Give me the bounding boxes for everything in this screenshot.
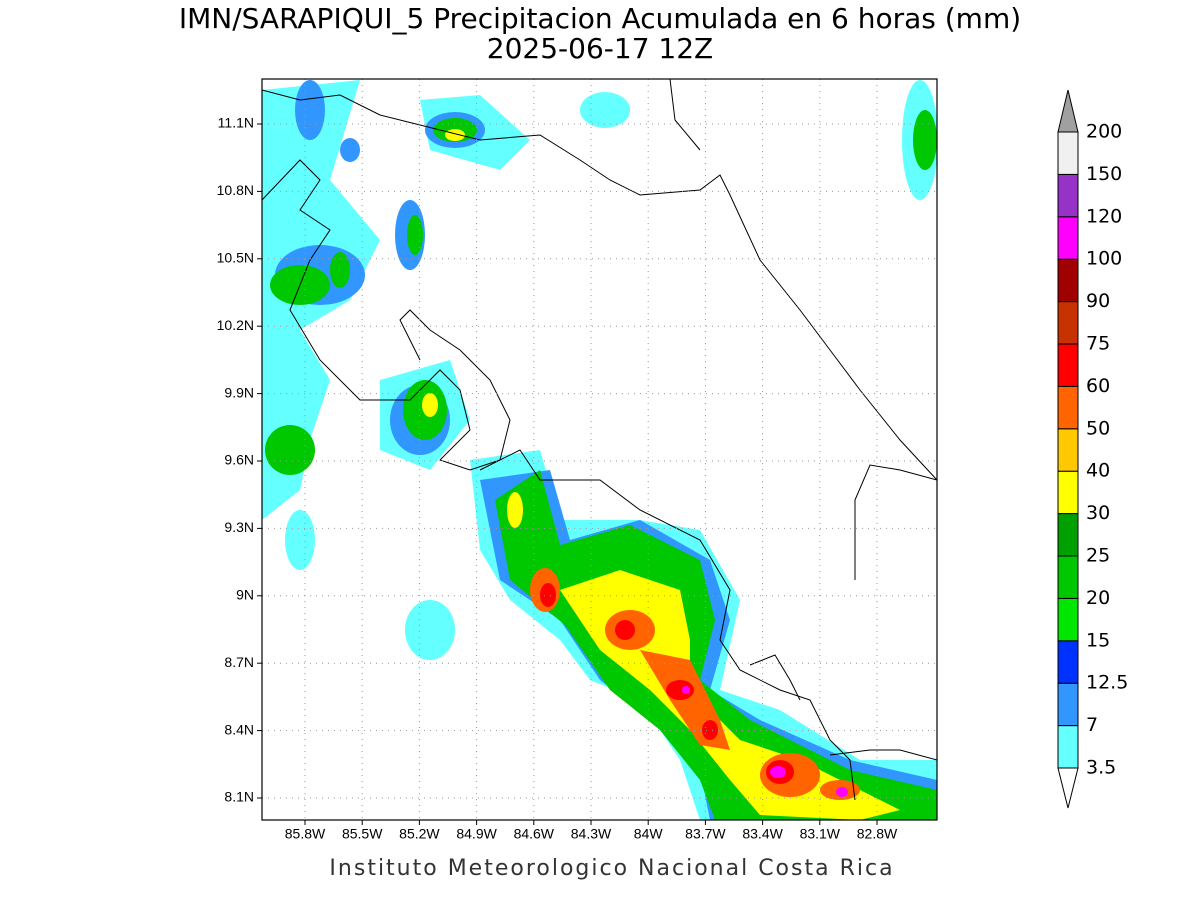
axes: 8.1N 8.4N 8.7N 9N 9.3N 9.6N 9.9N 10.2N 10.5N 10.8…	[217, 79, 937, 842]
colorbar-label: 7	[1086, 714, 1098, 736]
colorbar-swatch	[1057, 597, 1079, 642]
precip-magenta	[682, 686, 848, 797]
colorbar-label: 75	[1086, 333, 1110, 355]
colorbar-label: 90	[1086, 290, 1110, 312]
precip-green	[265, 110, 937, 820]
colorbar-swatch	[1057, 640, 1079, 684]
colorbar: 3.5 7 12.5 15 20 25 30 40 50 60 75 90 100 120 150 200	[1057, 89, 1128, 809]
colorbar-label: 200	[1086, 121, 1122, 143]
title: IMN/SARAPIQUI_5 Precipitacion Acumulada …	[179, 2, 1021, 35]
precip-light	[262, 80, 937, 820]
colorbar-arrow	[1057, 89, 1079, 133]
lon-label: 84.3W	[571, 826, 612, 842]
coastlines	[262, 79, 937, 801]
colorbar-swatch	[1057, 555, 1079, 599]
lat-label: 9.9N	[224, 384, 254, 400]
lon-label: 84.6W	[514, 826, 555, 842]
lat-label: 10.2N	[217, 317, 254, 333]
colorbar-swatch	[1057, 173, 1079, 218]
colorbar-swatch	[1057, 428, 1079, 472]
lat-label: 8.4N	[224, 721, 254, 737]
lat-label: 10.5N	[217, 250, 254, 266]
colorbar-swatch	[1057, 385, 1079, 430]
colorbar-swatch	[1057, 470, 1079, 515]
lon-label: 82.8W	[857, 826, 898, 842]
colorbar-swatch	[1057, 216, 1079, 260]
lat-label: 10.8N	[217, 182, 254, 198]
precipitation-field	[262, 80, 937, 820]
precip-medium	[275, 80, 937, 820]
colorbar-swatch	[1057, 343, 1079, 387]
lat-label: 11.1N	[218, 115, 254, 131]
footer: Instituto Meteorologico Nacional Costa R…	[329, 856, 894, 881]
colorbar-swatch	[1057, 725, 1079, 769]
colorbar-label: 15	[1086, 629, 1110, 651]
lat-label: 9.3N	[224, 519, 254, 535]
lon-label: 83.7W	[685, 826, 726, 842]
lon-label: 84W	[634, 826, 664, 842]
colorbar-label: 100	[1086, 248, 1122, 270]
colorbar-label: 40	[1086, 460, 1110, 482]
lon-label: 84.9W	[456, 826, 497, 842]
colorbar-label: 120	[1086, 205, 1122, 227]
lon-label: 85.5W	[342, 826, 383, 842]
lon-label: 85.8W	[285, 826, 326, 842]
colorbar-label: 60	[1086, 375, 1110, 397]
colorbar-label: 20	[1086, 587, 1110, 609]
subtitle: 2025-06-17 12Z	[487, 32, 713, 65]
lon-label: 83.4W	[742, 826, 783, 842]
colorbar-label: 25	[1086, 545, 1110, 567]
lat-label: 8.1N	[224, 789, 254, 805]
lat-label: 8.7N	[224, 654, 254, 670]
map-frame	[261, 78, 938, 821]
lon-label: 83.1W	[800, 826, 841, 842]
colorbar-swatch	[1057, 258, 1079, 303]
colorbar-swatch	[1057, 131, 1079, 175]
lat-label: 9N	[236, 587, 254, 603]
lat-label: 9.6N	[224, 452, 254, 468]
colorbar-label: 30	[1086, 502, 1110, 524]
colorbar-label: 50	[1086, 417, 1110, 439]
colorbar-label: 150	[1086, 163, 1122, 185]
colorbar-swatch	[1057, 301, 1079, 345]
colorbar-arrow	[1057, 767, 1079, 809]
colorbar-label: 12.5	[1086, 672, 1128, 694]
colorbar-label: 3.5	[1086, 757, 1116, 779]
lon-label: 85.2W	[399, 826, 440, 842]
colorbar-swatch	[1057, 682, 1079, 727]
colorbar-swatch	[1057, 513, 1079, 557]
